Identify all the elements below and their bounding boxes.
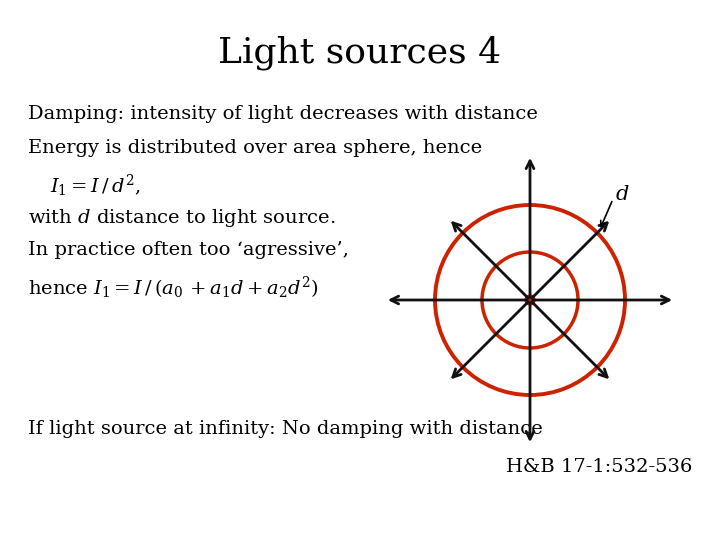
Text: If light source at infinity: No damping with distance: If light source at infinity: No damping …: [28, 420, 543, 438]
Text: Damping: intensity of light decreases with distance: Damping: intensity of light decreases wi…: [28, 105, 538, 123]
Circle shape: [525, 295, 535, 305]
Text: $d$: $d$: [615, 186, 629, 205]
Text: In practice often too ‘agressive’,: In practice often too ‘agressive’,: [28, 241, 349, 259]
Text: H&B 17-1:532-536: H&B 17-1:532-536: [505, 458, 692, 476]
Text: Energy is distributed over area sphere, hence: Energy is distributed over area sphere, …: [28, 139, 482, 157]
Text: $I_1 = I\,/\,d^2,$: $I_1 = I\,/\,d^2,$: [50, 173, 140, 199]
Text: with $d$ distance to light source.: with $d$ distance to light source.: [28, 207, 336, 229]
Text: Light sources 4: Light sources 4: [218, 35, 502, 70]
Text: hence $I_1 = I\,/\,(a_0\,+a_1 d+a_2 d^2)$: hence $I_1 = I\,/\,(a_0\,+a_1 d+a_2 d^2)…: [28, 275, 318, 301]
